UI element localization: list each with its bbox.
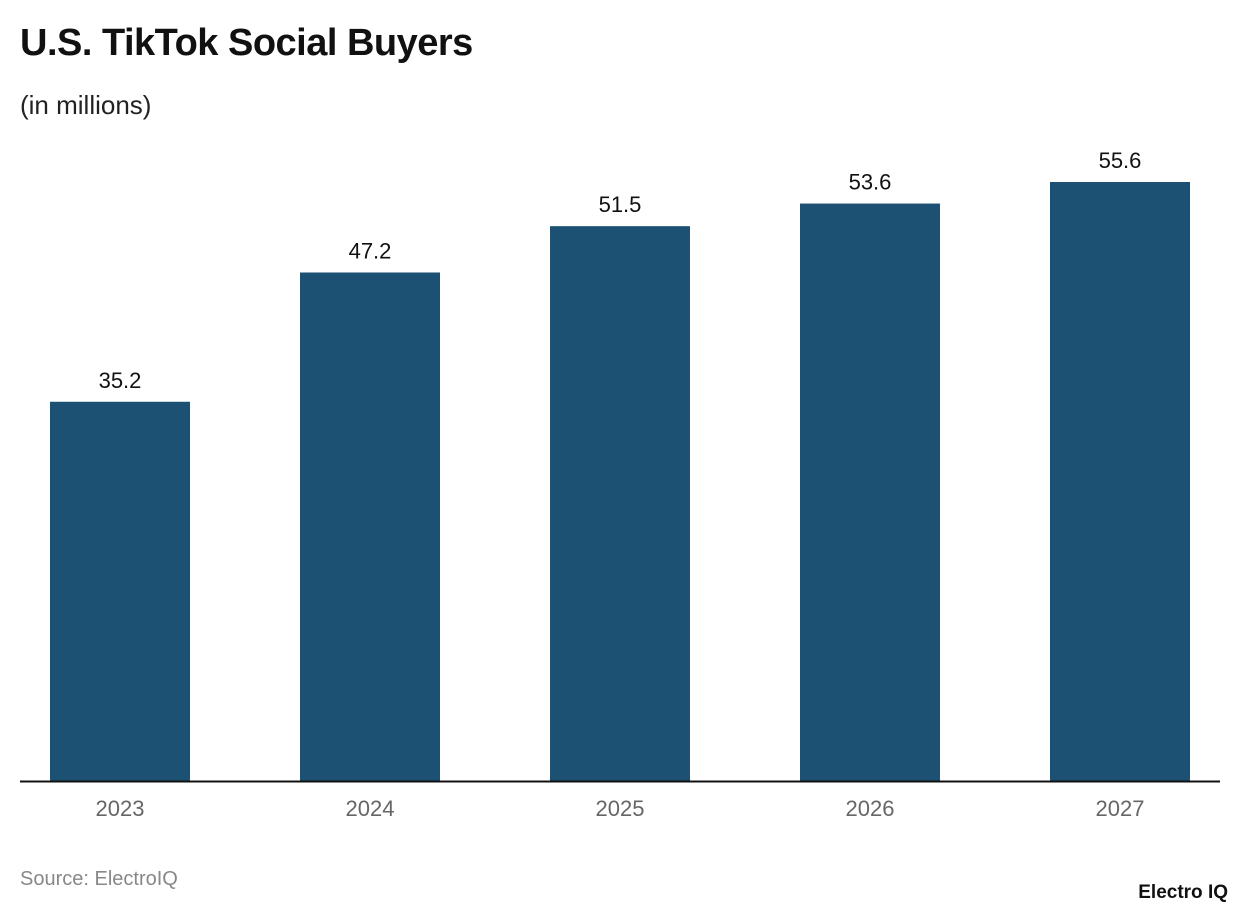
chart-subtitle: (in millions)	[20, 90, 152, 120]
data-label-2026: 53.6	[849, 170, 892, 195]
bar-2027	[1050, 182, 1190, 781]
data-label-2025: 51.5	[599, 192, 642, 217]
electroiq-logo: Electro IQ	[1138, 882, 1228, 903]
data-label-2023: 35.2	[99, 368, 142, 393]
x-tick-label-2027: 2027	[1096, 796, 1145, 821]
source-note: Source: ElectroIQ	[20, 868, 178, 890]
data-label-2027: 55.6	[1099, 148, 1142, 173]
x-tick-label-2026: 2026	[846, 796, 895, 821]
x-tick-label-2024: 2024	[346, 796, 395, 821]
bar-2023	[50, 401, 190, 781]
x-tick-label-2023: 2023	[96, 796, 145, 821]
bar-2025	[550, 226, 690, 781]
bar-2024	[300, 272, 440, 781]
bar-2026	[800, 203, 940, 782]
x-tick-label-2025: 2025	[596, 796, 645, 821]
chart-title: U.S. TikTok Social Buyers	[20, 22, 473, 64]
data-label-2024: 47.2	[349, 238, 392, 263]
